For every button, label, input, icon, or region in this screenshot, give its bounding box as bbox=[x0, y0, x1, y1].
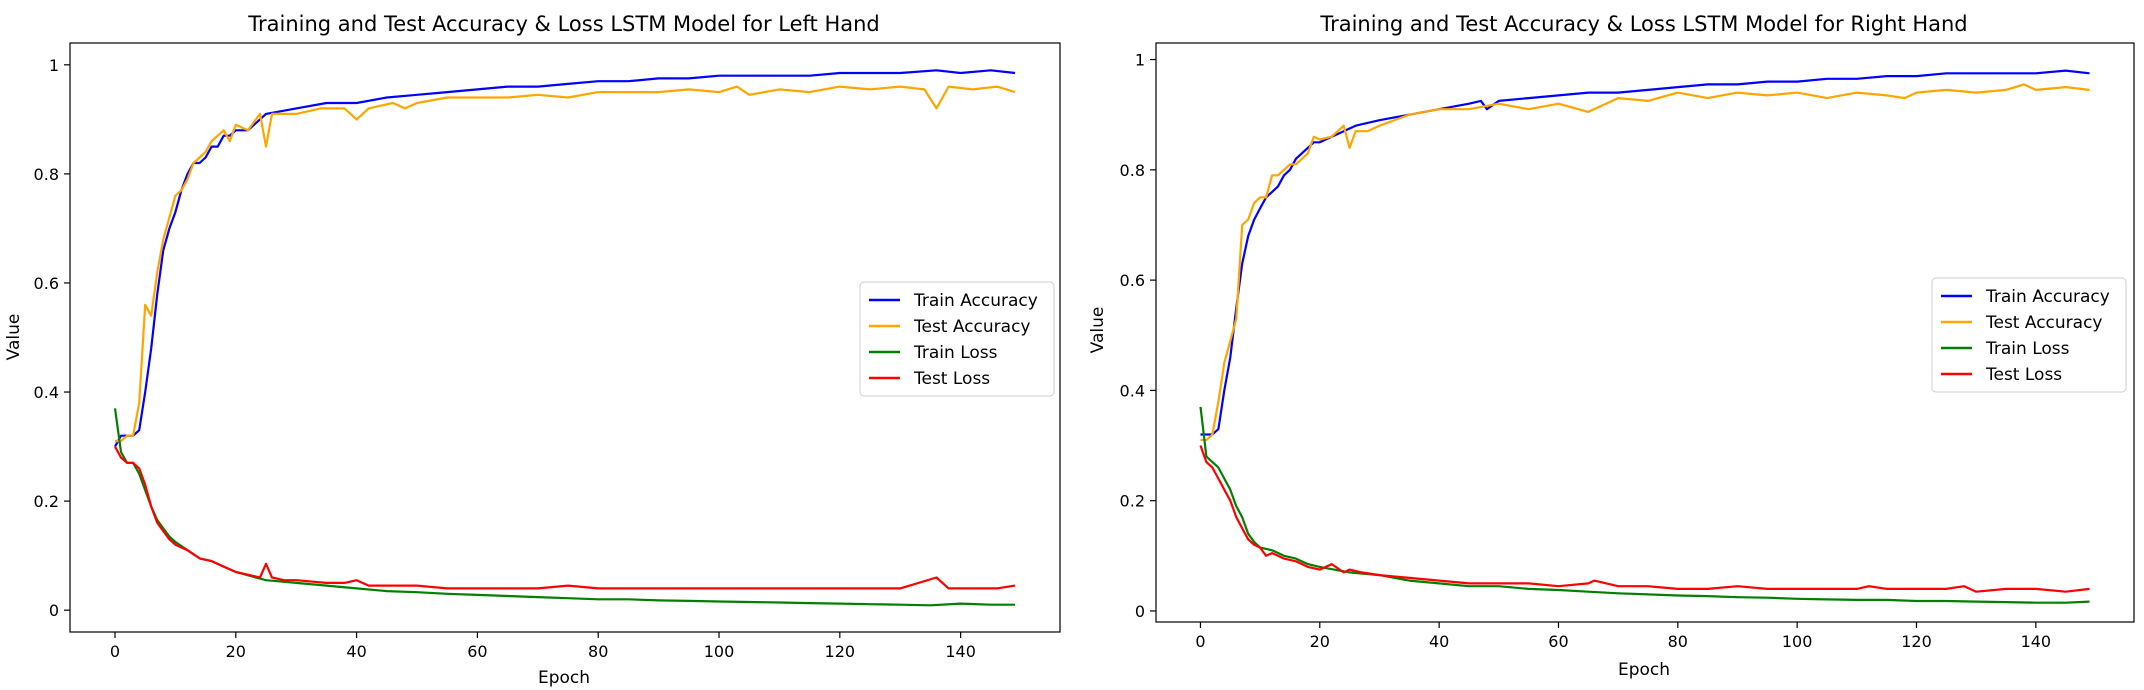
y-tick-label: 0.4 bbox=[34, 383, 59, 402]
x-tick-label: 140 bbox=[945, 642, 976, 661]
y-tick-label: 0.2 bbox=[1120, 492, 1145, 511]
series-line-train-loss bbox=[1199, 406, 2090, 604]
legend-entry-train-loss: Train Loss bbox=[1985, 339, 2070, 359]
legend-entry-test-loss: Test Loss bbox=[913, 369, 990, 389]
x-tick-label: 120 bbox=[825, 642, 856, 661]
legend-entry-train-accuracy: Train Accuracy bbox=[1985, 287, 2110, 307]
chart-left-hand: Training and Test Accuracy & Loss LSTM M… bbox=[4, 12, 1061, 688]
y-tick-label: 0.6 bbox=[1120, 271, 1145, 290]
x-tick-label: 0 bbox=[1195, 632, 1205, 651]
x-axis-label: Epoch bbox=[538, 668, 590, 688]
plot-frame bbox=[1155, 42, 2135, 623]
series-line-test-accuracy bbox=[1200, 83, 2090, 442]
y-tick-label: 1 bbox=[1135, 51, 1145, 70]
y-tick-label: 0.8 bbox=[1120, 161, 1145, 180]
legend-entry-test-accuracy: Test Accuracy bbox=[913, 317, 1031, 337]
x-tick-label: 60 bbox=[1548, 632, 1568, 651]
x-tick-label: 100 bbox=[704, 642, 735, 661]
series-line-train-accuracy bbox=[114, 69, 1016, 448]
x-tick-label: 20 bbox=[226, 642, 246, 661]
y-tick-label: 0.4 bbox=[1120, 381, 1145, 400]
legend: Train Accuracy Test Accuracy Train Loss Tes… bbox=[1931, 277, 2127, 393]
legend-box bbox=[859, 281, 1055, 397]
series-line-test-loss bbox=[114, 446, 1016, 590]
y-axis-label: Value bbox=[1088, 307, 1108, 354]
x-tick-label: 100 bbox=[1782, 632, 1813, 651]
series-line-test-accuracy bbox=[115, 85, 1016, 443]
legend-entry-train-loss: Train Loss bbox=[913, 343, 998, 363]
legend-entry-test-loss: Test Loss bbox=[1985, 365, 2062, 385]
x-tick-label: 140 bbox=[2021, 632, 2052, 651]
x-axis-label: Epoch bbox=[1618, 660, 1670, 680]
legend-entry-train-accuracy: Train Accuracy bbox=[913, 291, 1038, 311]
x-tick-label: 40 bbox=[1429, 632, 1449, 651]
x-tick-label: 80 bbox=[1668, 632, 1688, 651]
legend: Train Accuracy Test Accuracy Train Loss Tes… bbox=[859, 281, 1055, 397]
x-tick-label: 20 bbox=[1310, 632, 1330, 651]
x-tick-label: 120 bbox=[1901, 632, 1932, 651]
y-tick-label: 1 bbox=[49, 56, 59, 75]
chart-title: Training and Test Accuracy & Loss LSTM M… bbox=[247, 12, 880, 36]
legend-box bbox=[1931, 277, 2127, 393]
series-line-test-loss bbox=[1199, 445, 2090, 593]
y-tick-label: 0.6 bbox=[34, 274, 59, 293]
y-tick-label: 0 bbox=[49, 601, 59, 620]
x-tick-label: 80 bbox=[588, 642, 608, 661]
legend-entry-test-accuracy: Test Accuracy bbox=[1985, 313, 2103, 333]
x-tick-label: 40 bbox=[346, 642, 366, 661]
plot-frame bbox=[69, 42, 1061, 633]
x-tick-label: 0 bbox=[110, 642, 120, 661]
y-axis-label: Value bbox=[4, 314, 24, 361]
y-tick-label: 0.8 bbox=[34, 165, 59, 184]
x-tick-label: 60 bbox=[467, 642, 487, 661]
y-tick-label: 0.2 bbox=[34, 492, 59, 511]
y-tick-label: 0 bbox=[1135, 602, 1145, 621]
chart-right-hand: Training and Test Accuracy & Loss LSTM M… bbox=[1088, 12, 2135, 680]
chart-title: Training and Test Accuracy & Loss LSTM M… bbox=[1319, 12, 1967, 36]
